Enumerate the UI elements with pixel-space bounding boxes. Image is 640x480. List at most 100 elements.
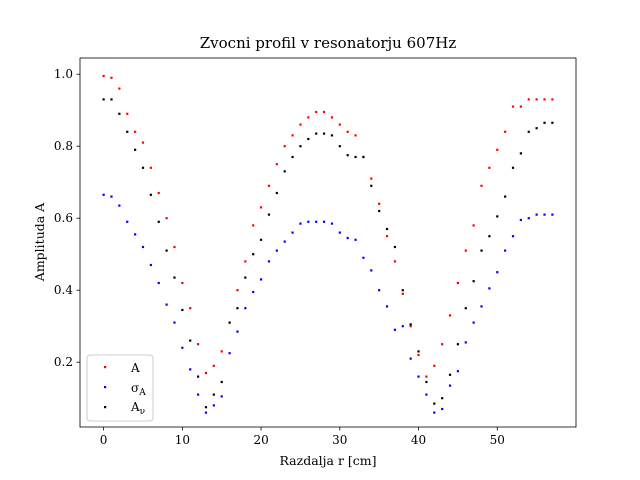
data-point-anu xyxy=(102,98,105,101)
data-point-anu xyxy=(496,215,499,218)
data-point-sigma xyxy=(134,233,137,236)
data-point-a xyxy=(204,371,208,375)
data-point-sigma xyxy=(307,220,310,223)
data-point-sigma xyxy=(511,235,515,238)
data-point-sigma xyxy=(189,368,192,371)
data-point-sigma xyxy=(338,231,341,234)
x-ticks: 0 10 20 30 40 50 xyxy=(100,427,505,447)
x-tick-label: 20 xyxy=(253,433,268,447)
data-point-sigma xyxy=(370,269,373,272)
data-point-a xyxy=(330,116,334,119)
data-point-anu xyxy=(322,132,326,135)
data-point-anu xyxy=(472,280,475,283)
y-tick-label: 1.0 xyxy=(54,67,73,81)
data-point-sigma xyxy=(291,231,294,234)
data-point-anu xyxy=(291,155,294,159)
data-point-anu xyxy=(259,238,263,241)
data-point-a xyxy=(433,364,436,367)
data-point-sigma xyxy=(283,240,286,243)
data-point-a xyxy=(181,281,184,285)
data-point-sigma xyxy=(354,238,357,241)
data-point-sigma xyxy=(527,217,530,220)
data-point-a xyxy=(535,98,538,101)
data-point-sigma xyxy=(259,278,263,281)
data-point-a xyxy=(236,289,239,292)
data-point-anu xyxy=(385,227,389,231)
data-point-sigma xyxy=(299,222,302,225)
data-point-a xyxy=(504,130,507,133)
data-point-anu xyxy=(197,375,200,378)
data-point-sigma xyxy=(330,222,334,225)
data-point-sigma xyxy=(425,393,428,396)
data-point-a xyxy=(511,105,515,108)
data-point-a xyxy=(275,163,278,166)
data-point-a xyxy=(417,353,420,357)
plot-area xyxy=(79,57,577,428)
data-point-a xyxy=(543,98,546,101)
data-point-a xyxy=(134,130,137,133)
data-point-a xyxy=(149,166,152,169)
data-point-a xyxy=(378,202,381,205)
legend-label-a: A xyxy=(130,361,140,375)
data-point-anu xyxy=(189,339,192,342)
legend-label-anu: Aν xyxy=(130,400,145,417)
data-point-anu xyxy=(543,121,546,124)
data-point-sigma xyxy=(393,328,397,331)
data-point-anu xyxy=(346,154,349,157)
data-point-anu xyxy=(448,373,452,376)
data-point-anu xyxy=(252,253,255,256)
data-point-anu xyxy=(165,249,168,252)
y-tick-label: 0.2 xyxy=(54,355,73,369)
data-point-anu xyxy=(370,184,373,187)
data-point-a xyxy=(480,184,483,187)
legend: A σA Aν xyxy=(86,354,154,422)
data-point-a xyxy=(110,76,113,79)
legend-marker-a xyxy=(104,366,107,369)
data-point-anu xyxy=(330,134,334,137)
chart-title: Zvocni profil v resonatorju 607Hz xyxy=(200,34,457,52)
data-point-anu xyxy=(283,170,286,173)
data-point-anu xyxy=(173,276,176,279)
data-point-anu xyxy=(307,137,310,141)
data-point-a xyxy=(244,260,247,263)
legend-label-sigma: σA xyxy=(131,381,146,398)
data-point-a xyxy=(346,130,349,133)
data-point-sigma xyxy=(504,249,507,252)
data-point-anu xyxy=(204,406,208,409)
data-point-anu xyxy=(393,245,397,249)
data-point-a xyxy=(252,224,255,227)
data-point-a xyxy=(165,217,168,220)
data-point-a xyxy=(299,123,302,126)
data-point-a xyxy=(354,134,357,137)
legend-marker-sigma xyxy=(104,386,107,389)
data-point-a xyxy=(102,74,105,78)
x-tick-label: 50 xyxy=(490,433,505,447)
data-point-sigma xyxy=(157,281,160,285)
data-point-a xyxy=(385,235,389,238)
data-point-sigma xyxy=(197,393,200,396)
data-point-a xyxy=(472,224,475,227)
data-point-a xyxy=(425,375,428,378)
x-axis-label: Razdalja r [cm] xyxy=(279,453,376,468)
data-point-sigma xyxy=(362,256,365,259)
data-point-anu xyxy=(236,307,239,310)
x-tick-label: 40 xyxy=(411,433,426,447)
data-point-a xyxy=(409,325,412,328)
data-point-sigma xyxy=(456,370,459,373)
data-point-anu xyxy=(338,145,341,148)
data-point-anu xyxy=(110,98,113,101)
data-point-anu xyxy=(212,393,215,396)
data-point-anu xyxy=(299,145,302,148)
data-point-anu xyxy=(409,323,412,326)
data-point-anu xyxy=(535,127,538,130)
data-point-a xyxy=(551,98,554,101)
data-point-a xyxy=(212,364,215,367)
data-point-sigma xyxy=(346,236,349,240)
data-point-sigma xyxy=(535,213,538,216)
data-point-a xyxy=(527,98,530,101)
data-point-anu xyxy=(527,130,530,133)
data-point-anu xyxy=(134,148,137,151)
data-point-sigma xyxy=(409,357,412,360)
legend-box xyxy=(86,354,154,422)
data-point-anu xyxy=(433,402,436,405)
